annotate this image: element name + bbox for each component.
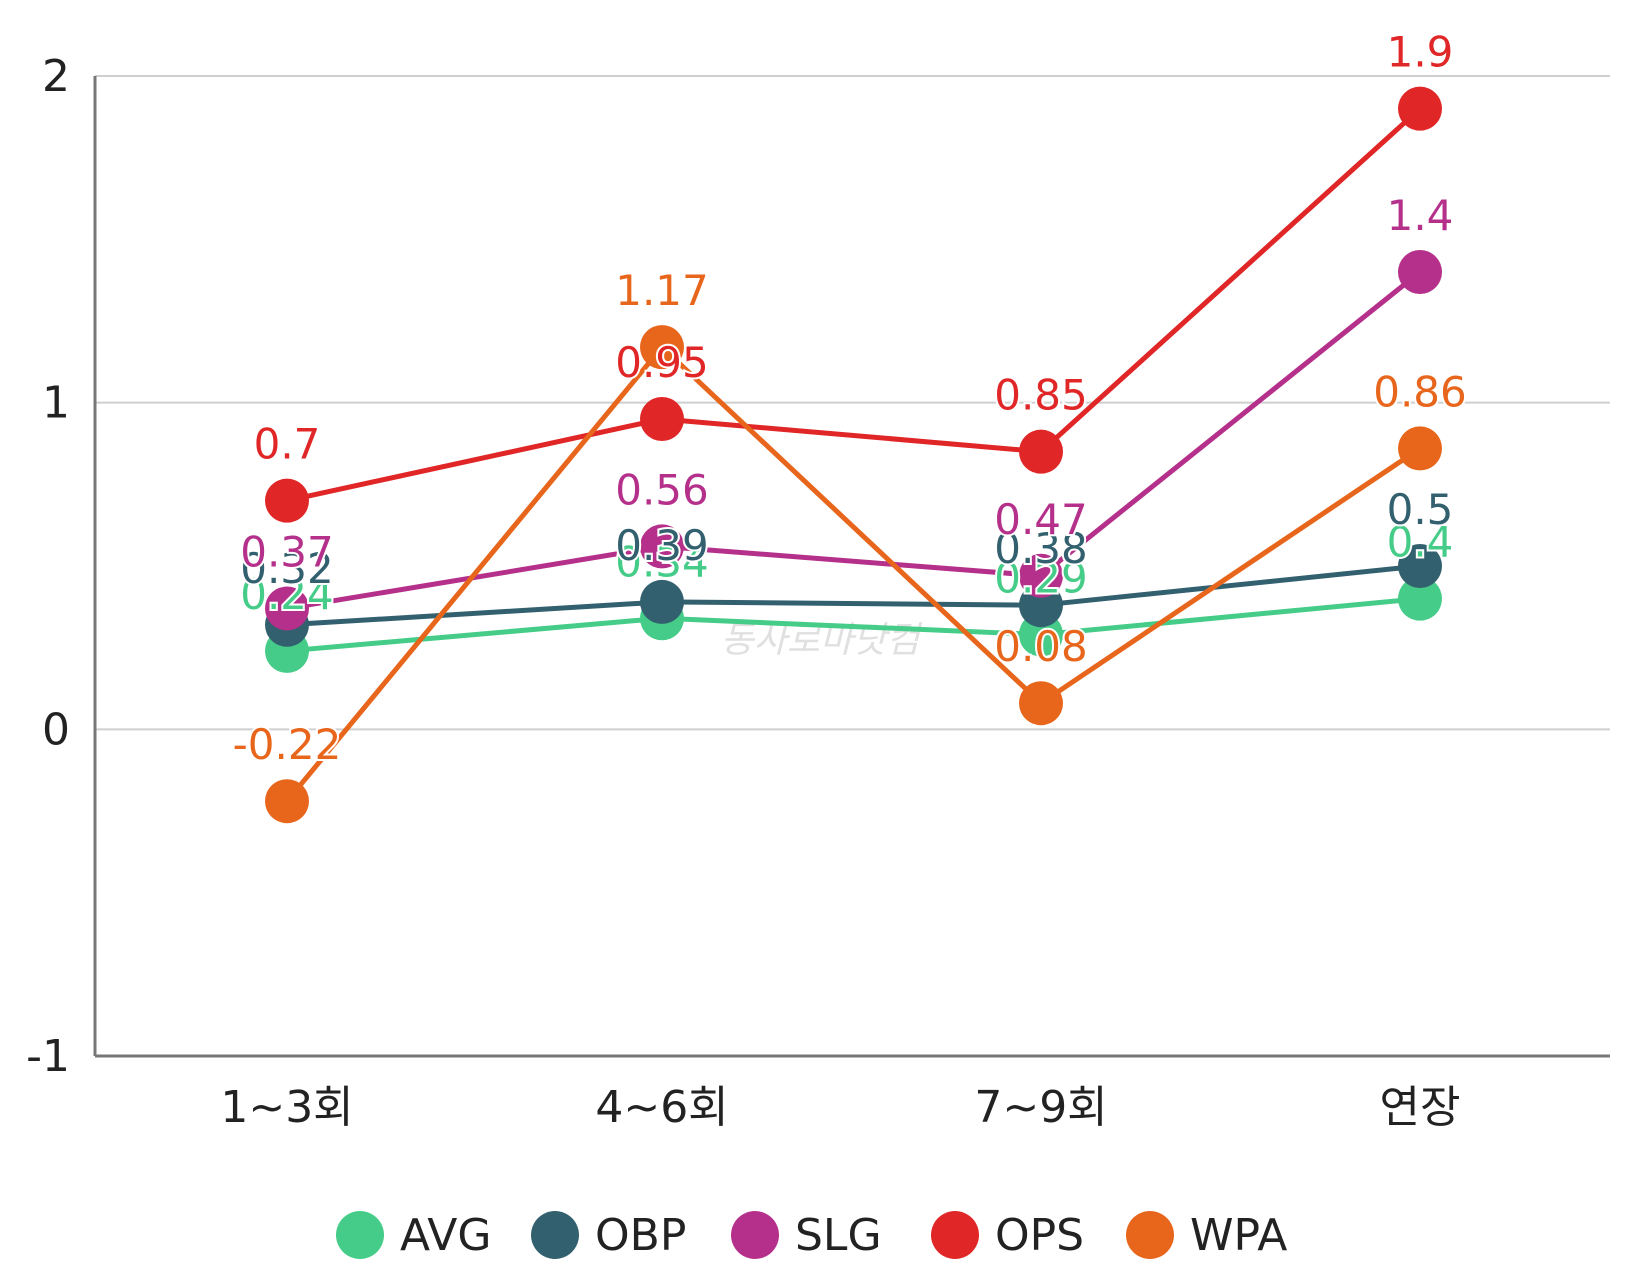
data-label-layer: 0.24 0.34 0.29 0.4 0.32 0.39 0.38 0.5 0.37 0.56 0.… [231,26,1469,772]
legend-label-slg[interactable]: SLG [795,1210,882,1261]
data-label-obp: 0.5 [1387,485,1454,534]
data-label-wpa: -0.22 [233,720,342,769]
data-label-avg: 0.4 [1387,518,1454,567]
data-point-wpa[interactable] [1398,426,1442,471]
legend-label-wpa[interactable]: WPA [1190,1210,1287,1261]
data-point-obp[interactable] [1398,544,1442,588]
y-tick-label: -1 [26,1031,70,1082]
legend-marker-ops[interactable] [931,1211,979,1259]
data-label-slg: 0.47 [994,495,1088,544]
series-line-slg [286,270,1422,611]
data-point-ops[interactable] [1019,429,1063,474]
data-label-wpa: 1.17 [615,266,709,315]
data-point-ops[interactable] [1398,86,1442,131]
data-label-ops: 1.9 [1387,28,1454,77]
data-label-slg: 0.37 [240,527,334,576]
x-tick-label: 7~9회 [974,1082,1107,1133]
data-point-ops[interactable] [640,397,684,441]
data-label-ops: 0.85 [994,371,1088,420]
series-line-avg [286,596,1421,654]
series-line-ops [286,106,1422,504]
legend-marker-avg[interactable] [336,1211,384,1259]
y-tick-label: 2 [42,51,70,102]
data-point-slg[interactable] [265,586,309,631]
data-point-wpa[interactable] [1019,681,1063,726]
series-layer [265,86,1442,824]
series-line-obp [286,563,1421,628]
data-label-wpa: 0.08 [994,622,1088,671]
x-tick-label: 1~3회 [220,1082,353,1133]
legend-label-ops[interactable]: OPS [995,1210,1084,1261]
series-line-wpa [285,344,1422,803]
data-label-obp: 0.32 [240,544,334,593]
data-label-obp: 0.39 [615,521,709,570]
data-point-slg[interactable] [1019,553,1063,598]
legend-marker-obp[interactable] [531,1211,579,1259]
x-tick-label: 4~6회 [595,1082,728,1133]
y-tick-label: 1 [42,378,70,429]
legend-label-obp[interactable]: OBP [595,1210,686,1261]
legend-marker-slg[interactable] [731,1211,779,1259]
data-label-slg: 0.56 [615,465,709,514]
data-point-wpa[interactable] [640,325,684,370]
legend-label-avg[interactable]: AVG [400,1210,491,1261]
x-tick-label: 연장 [1380,1082,1461,1133]
data-label-wpa: 0.86 [1373,367,1467,416]
data-label-avg: 0.34 [615,537,709,586]
axis-layer: 2 1 0 -1 1~3회 4~6회 7~9회 연장 [26,51,1610,1133]
data-label-obp: 0.38 [994,524,1088,573]
data-label-ops: 0.7 [254,420,321,469]
y-tick-label: 0 [42,704,70,755]
data-point-wpa[interactable] [265,779,309,824]
legend-marker-wpa[interactable] [1126,1211,1174,1259]
data-label-avg: 0.29 [994,554,1088,603]
data-point-slg[interactable] [1398,250,1442,294]
data-point-obp[interactable] [640,579,684,624]
data-point-slg[interactable] [640,524,684,569]
data-label-slg: 1.4 [1387,191,1454,240]
data-label-avg: 0.24 [240,570,334,619]
data-point-avg[interactable] [1398,576,1442,621]
data-point-ops[interactable] [265,478,309,523]
legend: AVG OBP SLG OPS WPA [336,1210,1287,1261]
data-label-ops: 0.95 [615,338,709,387]
